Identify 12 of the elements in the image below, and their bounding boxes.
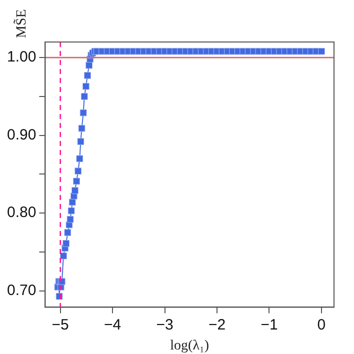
y-tick-label: 0.90: [6, 126, 36, 144]
x-tick-label: 0: [317, 316, 326, 334]
x-tick-label: −2: [208, 316, 226, 334]
x-tick-label: −3: [156, 316, 174, 334]
y-tick-label: 0.80: [6, 204, 36, 222]
y-axis-title: MS̃E: [12, 9, 30, 38]
x-tick-label: −1: [260, 316, 278, 334]
x-axis-title: log(λ₁): [170, 338, 210, 354]
x-tick-label: −4: [104, 316, 122, 334]
y-tick-label: 1.00: [6, 48, 36, 66]
x-tick-label: −5: [52, 316, 69, 334]
y-tick-label: 0.70: [6, 282, 36, 300]
